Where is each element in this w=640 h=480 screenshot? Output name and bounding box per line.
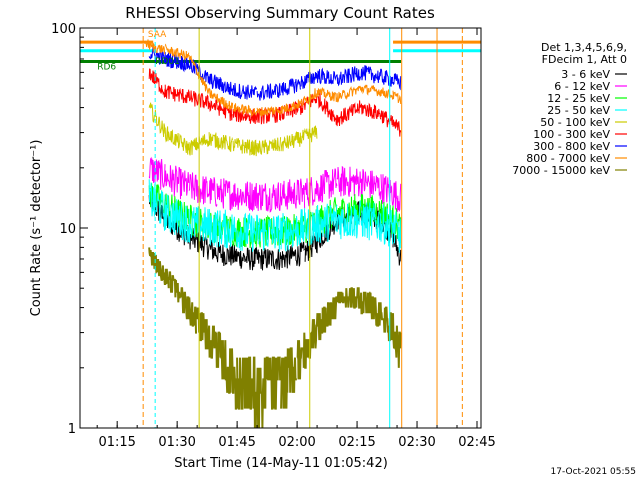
chart-title: RHESSI Observing Summary Count Rates <box>125 4 435 22</box>
y-tick-label-3: 100 <box>51 22 76 37</box>
x-axis-label: Start Time (14-May-11 01:05:42) <box>174 456 388 471</box>
legend-label-9: 7000 - 15000 keV <box>512 164 610 177</box>
x-tick-label-7: 02:45 <box>458 435 495 450</box>
legend-label-1: 3 - 6 keV <box>561 68 610 81</box>
legend-label-2: 6 - 12 keV <box>554 80 610 93</box>
rd01-annotation: RD01 <box>155 57 180 67</box>
legend-label-5: 50 - 100 keV <box>540 116 610 129</box>
footer-timestamp: 17-Oct-2021 05:55 <box>551 467 636 477</box>
series-line-2 <box>148 156 402 213</box>
legend-header-1: Det 1,3,4,5,6,9, <box>541 41 627 54</box>
series-line-9 <box>148 247 402 429</box>
x-tick-label-2: 01:30 <box>158 435 195 450</box>
x-tick-label-6: 02:30 <box>398 435 435 450</box>
rd6-annotation: RD6 <box>97 63 116 73</box>
legend-label-7: 300 - 800 keV <box>533 140 610 153</box>
legend-label-3: 12 - 25 keV <box>547 92 610 105</box>
y-tick-label-1: 1 <box>68 422 76 437</box>
series-line-4 <box>148 179 402 253</box>
x-tick-label-1: 01:15 <box>98 435 135 450</box>
y-tick-label-2: 10 <box>59 222 76 237</box>
legend-label-8: 800 - 7000 keV <box>526 152 610 165</box>
legend-label-6: 100 - 300 keV <box>533 128 610 141</box>
x-tick-label-3: 01:45 <box>218 435 255 450</box>
saa-annotation: SAA <box>148 30 167 40</box>
y-axis-label: Count Rate (s⁻¹ detector⁻¹) <box>29 140 44 317</box>
legend-header-2: FDecim 1, Att 0 <box>542 53 627 66</box>
legend-label-4: 25 - 50 keV <box>547 104 610 117</box>
x-tick-label-5: 02:15 <box>338 435 375 450</box>
series-line-6 <box>148 68 402 137</box>
x-tick-label-4: 02:00 <box>278 435 315 450</box>
